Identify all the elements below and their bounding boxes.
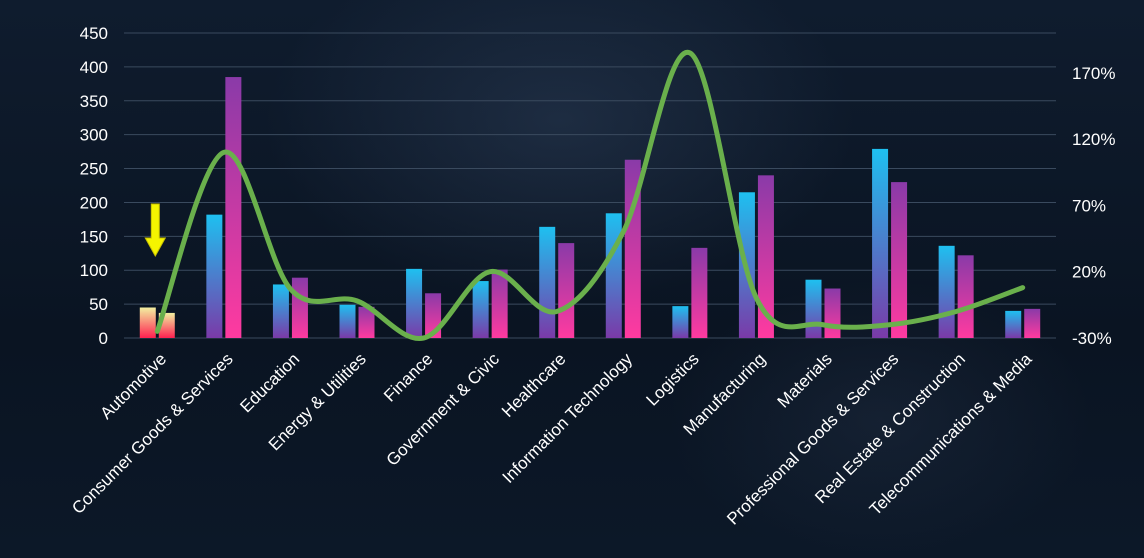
left-axis-tick-label: 400: [80, 58, 108, 77]
bar-series-2: [558, 243, 575, 338]
bar-series-1: [206, 214, 223, 338]
right-axis-tick-label: -30%: [1072, 329, 1112, 348]
right-axis-ticks: -30% 20% 70% 120% 170%: [1072, 64, 1115, 348]
bar-series-1: [1005, 310, 1022, 338]
bar-series-1: [872, 148, 889, 338]
category-label: Healthcare: [498, 349, 570, 421]
left-axis-tick-label: 450: [80, 24, 108, 43]
bar-series-1: [139, 307, 156, 338]
bar-series-1: [272, 284, 289, 338]
left-axis-tick-label: 150: [80, 227, 108, 246]
bar-series-1: [605, 213, 622, 338]
bar-series-1: [672, 306, 689, 338]
left-axis-tick-label: 200: [80, 193, 108, 212]
bar-series-1: [539, 226, 556, 338]
bar-series-1: [938, 245, 955, 338]
down-arrow-icon: [144, 203, 167, 258]
right-axis-tick-label: 70%: [1072, 196, 1106, 215]
bar-series-2: [291, 277, 308, 338]
right-axis-tick-label: 120%: [1072, 130, 1115, 149]
gridlines: [124, 32, 1056, 339]
bar-series-2: [624, 159, 641, 338]
category-label: Government & Civic: [383, 349, 504, 470]
right-axis-tick-label: 20%: [1072, 263, 1106, 282]
left-axis-tick-label: 350: [80, 92, 108, 111]
bar-series-2: [225, 77, 242, 339]
left-axis-tick-label: 300: [80, 126, 108, 145]
bar-series-2: [358, 306, 375, 338]
right-axis-tick-label: 170%: [1072, 64, 1115, 83]
left-axis-tick-label: 100: [80, 261, 108, 280]
category-label: Logistics: [642, 349, 702, 409]
left-axis-tick-label: 250: [80, 160, 108, 179]
category-label: Finance: [380, 349, 436, 405]
left-axis-ticks: 0 50 100 150 200 250 300 350 400 450: [80, 24, 108, 348]
bar-series-2: [824, 288, 841, 338]
highlight-marker: [144, 203, 167, 258]
bars: [139, 77, 1041, 339]
category-label: Materials: [774, 349, 836, 411]
category-label: Education: [236, 349, 303, 416]
category-label: Automotive: [97, 349, 171, 423]
trend-line: [154, 50, 1026, 341]
bar-series-2: [757, 175, 774, 338]
bar-series-1: [339, 304, 356, 338]
bar-series-1: [472, 281, 489, 338]
left-axis-tick-label: 50: [89, 295, 108, 314]
bar-series-2: [1024, 308, 1041, 338]
bar-series-2: [491, 269, 508, 338]
bar-series-1: [805, 279, 822, 338]
left-axis-tick-label: 0: [99, 329, 108, 348]
bar-series-1: [406, 268, 423, 338]
bar-series-2: [891, 182, 908, 338]
category-label: Information Technology: [499, 349, 637, 487]
trend-line-path: [154, 50, 1026, 341]
bar-series-2: [957, 255, 974, 338]
bar-series-2: [691, 247, 708, 338]
